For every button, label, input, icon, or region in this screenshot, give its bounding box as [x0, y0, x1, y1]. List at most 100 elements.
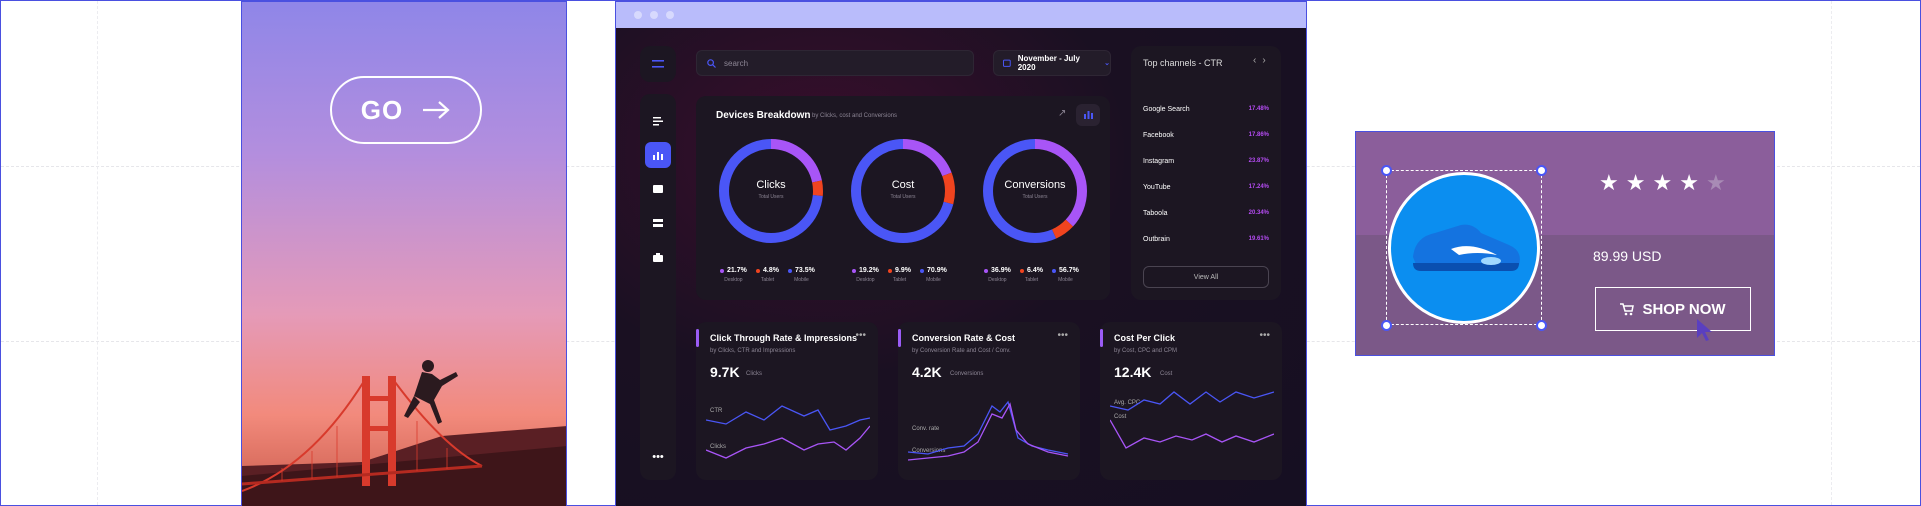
resize-handle[interactable]	[1536, 165, 1547, 176]
guide-line	[97, 1, 98, 505]
go-panel: GO	[241, 1, 567, 506]
stat-value: 4.8%	[763, 267, 779, 274]
product-card: ★ ★ ★ ★ ★ 89.99 USD SHOP NOW	[1355, 131, 1775, 356]
bar-chart-toggle[interactable]	[1076, 104, 1100, 126]
card-subtitle: by Conversion Rate and Cost / Conv.	[912, 348, 1011, 354]
metric-value: 9.7K	[710, 364, 740, 380]
device-stat: 70.9% Mobile	[920, 267, 947, 283]
more-options-icon[interactable]: •••	[855, 330, 866, 341]
top-channels-card: Top channels - CTR ‹› Google Search 17.48…	[1131, 46, 1281, 300]
ctr-impressions-card: Click Through Rate & Impressions ••• by …	[696, 322, 878, 480]
donut-segment	[719, 139, 823, 243]
search-icon	[707, 58, 716, 68]
star-icon[interactable]: ★	[1599, 170, 1619, 195]
channel-name: Facebook	[1143, 132, 1174, 139]
guide-line	[1831, 1, 1832, 505]
stat-value: 6.4%	[1027, 267, 1043, 274]
donut-segment	[851, 139, 955, 243]
star-icon[interactable]: ★	[1625, 170, 1646, 195]
sparkline-chart	[1110, 391, 1274, 449]
stat-label: Tablet	[760, 277, 775, 283]
series-label: Cost	[1114, 414, 1127, 420]
card-title: Conversion Rate & Cost	[912, 333, 1016, 343]
more-icon[interactable]: •••	[652, 451, 664, 463]
stat-label: Mobile	[1058, 277, 1073, 283]
series-label: Clicks	[710, 444, 726, 450]
device-stat: 6.4% Tablet	[1020, 267, 1043, 283]
product-image[interactable]	[1388, 172, 1540, 324]
donut-segment	[851, 139, 955, 243]
chevron-right-icon[interactable]: ›	[1262, 55, 1272, 66]
date-range-label: November - July 2020	[1017, 54, 1080, 72]
chevron-left-icon[interactable]: ‹	[1253, 55, 1263, 66]
sparkline-chart	[706, 405, 870, 459]
stat-value: 9.9%	[895, 267, 911, 274]
channel-pager[interactable]: ‹›	[1253, 55, 1272, 66]
donut-segment	[983, 139, 1087, 243]
series-label: Avg. CPC	[1114, 400, 1141, 406]
go-button[interactable]: GO	[330, 76, 482, 144]
bar-chart-icon	[1083, 111, 1093, 119]
stat-label: Tablet	[1024, 277, 1039, 283]
channel-name: Outbrain	[1143, 236, 1170, 243]
stat-label: Desktop	[988, 277, 1007, 283]
channel-row: Taboola 20.34%	[1143, 210, 1269, 217]
briefcase-icon[interactable]	[645, 244, 671, 270]
card-title: Cost Per Click	[1114, 333, 1176, 343]
go-label: GO	[360, 94, 404, 125]
stat-value: 19.2%	[859, 267, 879, 274]
dashboard-window: ••• search November - July 2020 ⌄ Device…	[615, 1, 1307, 506]
product-price: 89.99 USD	[1593, 248, 1662, 264]
trend-icon[interactable]: ↗	[1058, 108, 1067, 119]
series-label: Conversions	[912, 448, 946, 454]
date-range-select[interactable]: November - July 2020 ⌄	[993, 50, 1111, 76]
window-dot[interactable]	[666, 11, 674, 19]
resize-handle[interactable]	[1381, 165, 1392, 176]
search-input[interactable]: search	[696, 50, 974, 76]
sparkline-chart	[908, 400, 1069, 461]
star-rating[interactable]: ★ ★ ★ ★ ★	[1599, 170, 1726, 196]
channel-ctr: 23.87%	[1248, 158, 1269, 164]
channel-name: YouTube	[1143, 184, 1171, 191]
resize-handle[interactable]	[1381, 320, 1392, 331]
resize-handle[interactable]	[1536, 320, 1547, 331]
device-stat: 56.7% Mobile	[1052, 267, 1079, 283]
view-all-button[interactable]: View All	[1143, 266, 1269, 288]
shop-now-button[interactable]: SHOP NOW	[1595, 287, 1751, 331]
channel-ctr: 17.24%	[1248, 184, 1269, 190]
list-icon[interactable]	[645, 108, 671, 134]
metric-label: Conversions	[950, 371, 984, 377]
card-title: Click Through Rate & Impressions	[710, 333, 858, 343]
donut-sublabel: Total Users	[758, 194, 784, 200]
star-icon[interactable]: ★	[1652, 170, 1673, 195]
table-icon[interactable]	[645, 210, 671, 236]
window-dot[interactable]	[650, 11, 658, 19]
card-subtitle: by Clicks, CTR and Impressions	[710, 348, 796, 354]
window-dot[interactable]	[634, 11, 642, 19]
channel-row: YouTube 17.24%	[1143, 184, 1269, 191]
window-titlebar	[616, 2, 1306, 28]
calendar-icon	[1003, 59, 1011, 67]
more-options-icon[interactable]: •••	[1057, 330, 1068, 341]
star-icon[interactable]: ★	[1679, 170, 1699, 195]
donut-label: Clicks	[756, 179, 786, 191]
channel-row: Instagram 23.87%	[1143, 158, 1269, 165]
card-subtitle: by Clicks, cost and Conversions	[812, 113, 898, 119]
star-empty-icon[interactable]: ★	[1705, 170, 1726, 195]
stat-value: 21.7%	[727, 267, 747, 274]
search-placeholder: search	[724, 58, 749, 68]
stat-label: Tablet	[892, 277, 907, 283]
more-options-icon[interactable]: •••	[1259, 330, 1270, 341]
mail-icon[interactable]	[645, 176, 671, 202]
hamburger-icon	[652, 59, 664, 68]
channel-ctr: 19.61%	[1248, 236, 1269, 242]
accent-bar	[1100, 329, 1103, 347]
series-label: Conv. rate	[912, 426, 940, 432]
chart-icon[interactable]	[645, 142, 671, 168]
chevron-down-icon: ⌄	[1104, 60, 1110, 67]
menu-button[interactable]	[640, 46, 676, 82]
devices-breakdown-card: Devices Breakdown by Clicks, cost and Co…	[696, 96, 1110, 300]
card-title: Devices Breakdown	[716, 110, 811, 121]
donut-label: Cost	[891, 179, 915, 191]
